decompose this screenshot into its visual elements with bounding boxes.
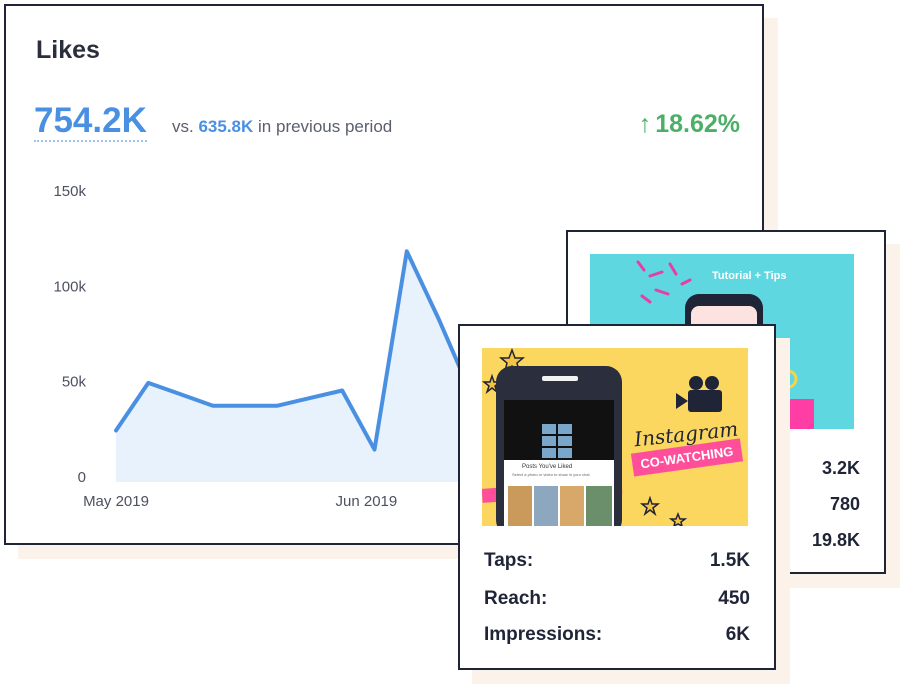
back-stat-2: 780 <box>829 494 860 514</box>
y-tick-label: 100k <box>53 278 86 295</box>
back-stat-3: 19.8K <box>811 530 860 550</box>
change-percent: 18.62% <box>655 110 740 138</box>
post-card-co-watching[interactable]: Instagram CO-WATCHING Posts You've Liked… <box>458 324 776 670</box>
arrow-up-icon: ↑ <box>638 110 652 138</box>
y-axis-ticks: 150k 100k 50k 0 <box>53 183 86 486</box>
stat-row-taps: Taps: 1.5K <box>484 550 750 572</box>
stat-value: 6K <box>725 624 750 645</box>
camera-icon <box>676 376 722 412</box>
change-indicator: ↑ 18.62% <box>639 110 740 139</box>
thumbnail-screen-title: Posts You've Liked <box>522 464 573 470</box>
y-tick-label: 50k <box>62 374 87 391</box>
stat-row-reach: Reach: 450 <box>484 588 750 610</box>
stat-value: 450 <box>718 588 750 609</box>
x-tick-label: May 2019 <box>83 493 149 510</box>
vs-label: vs. <box>172 117 194 136</box>
comparison-text: vs. 635.8K in previous period <box>172 117 392 137</box>
likes-total-value[interactable]: 754.2K <box>34 101 147 142</box>
back-stat-1: 3.2K <box>821 458 860 478</box>
y-tick-label: 150k <box>53 183 86 200</box>
y-tick-label: 0 <box>78 469 86 486</box>
stat-value: 1.5K <box>709 550 750 571</box>
stat-label: Reach: <box>484 588 548 609</box>
stat-row-impressions: Impressions: 6K <box>484 624 750 646</box>
stat-label: Taps: <box>484 550 534 571</box>
card-title: Likes <box>36 36 100 64</box>
stat-label: Impressions: <box>484 624 603 645</box>
post-thumbnail-co-watching[interactable]: Instagram CO-WATCHING Posts You've Liked… <box>482 348 748 526</box>
previous-period-label: in previous period <box>258 117 393 136</box>
previous-period-value: 635.8K <box>198 117 254 136</box>
thumbnail-screen-subtitle: Select a photo or video to show in your … <box>512 472 590 477</box>
x-tick-label: Jun 2019 <box>336 493 398 510</box>
thumbnail-title: Tutorial + Tips <box>712 270 787 282</box>
thumbnail-illustration <box>482 348 722 526</box>
